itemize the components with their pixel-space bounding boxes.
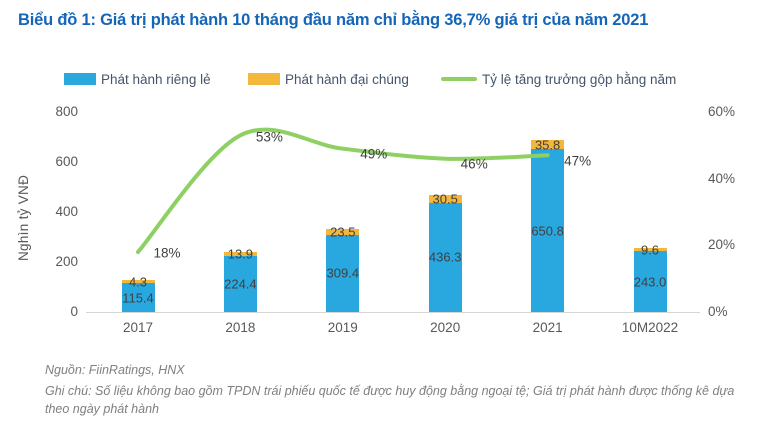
data-label-private-2018: 224.4 bbox=[224, 276, 257, 292]
y-axis-tick-left-800: 800 bbox=[55, 104, 78, 119]
legend-swatch-public-offering bbox=[248, 73, 280, 85]
y-axis-tick-right-0%: 0% bbox=[708, 304, 728, 319]
footer-note: Ghi chú: Số liệu không bao gồm TPDN trái… bbox=[45, 384, 735, 417]
data-label-public-2019: 23.5 bbox=[330, 224, 356, 240]
growth-label-2017: 18% bbox=[153, 245, 181, 261]
y-axis-tick-left-200: 200 bbox=[55, 254, 78, 269]
x-axis-label-10M2022: 10M2022 bbox=[621, 320, 679, 335]
x-axis-label-2021: 2021 bbox=[532, 320, 563, 335]
data-label-private-2017: 115.4 bbox=[122, 290, 154, 306]
legend-swatch-private-placement bbox=[64, 73, 96, 85]
y-axis-tick-left-0: 0 bbox=[70, 304, 78, 319]
growth-label-2021: 47% bbox=[564, 153, 592, 169]
growth-label-2019: 49% bbox=[360, 146, 388, 162]
legend-item-growth-rate: Tỷ lệ tăng trưởng gộp hằng năm bbox=[441, 70, 676, 88]
y-axis-tick-right-40%: 40% bbox=[708, 170, 736, 186]
y-axis-tick-left-600: 600 bbox=[55, 154, 78, 169]
y-axis-tick-right-20%: 20% bbox=[708, 237, 736, 253]
data-label-public-2021: 35.8 bbox=[534, 137, 561, 153]
legend-label-private-placement: Phát hành riêng lẻ bbox=[101, 71, 211, 87]
bar-private-10M2022 bbox=[633, 251, 667, 312]
x-axis-label-2018: 2018 bbox=[225, 320, 256, 335]
growth-label-2020: 46% bbox=[460, 156, 488, 172]
bar-public-10M2022 bbox=[633, 248, 667, 252]
chart-title: Biểu đồ 1: Giá trị phát hành 10 tháng đầ… bbox=[18, 11, 649, 29]
x-axis-line bbox=[86, 312, 700, 313]
bar-private-2018 bbox=[223, 255, 257, 312]
legend-label-public-offering: Phát hành đại chúng bbox=[285, 71, 409, 87]
data-label-public-10M2022: 9.6 bbox=[640, 242, 660, 258]
bar-private-2017 bbox=[121, 283, 155, 312]
x-axis-label-2019: 2019 bbox=[327, 320, 358, 335]
y-axis-tick-left-400: 400 bbox=[55, 204, 78, 219]
data-label-public-2020: 30.5 bbox=[432, 191, 458, 207]
bar-public-2018 bbox=[223, 252, 257, 256]
bar-public-2017 bbox=[121, 280, 155, 284]
data-label-public-2017: 4.3 bbox=[128, 274, 148, 290]
legend-item-public-offering: Phát hành đại chúng bbox=[248, 70, 409, 88]
x-axis-label-2017: 2017 bbox=[122, 320, 154, 335]
legend-item-private-placement: Phát hành riêng lẻ bbox=[64, 70, 211, 88]
growth-label-2018: 53% bbox=[255, 129, 283, 145]
legend-swatch-growth-line bbox=[441, 77, 477, 81]
data-label-private-2019: 309.4 bbox=[326, 265, 360, 281]
data-label-private-10M2022: 243.0 bbox=[633, 274, 667, 290]
data-label-public-2018: 13.9 bbox=[227, 246, 254, 262]
legend-label-growth-rate: Tỷ lệ tăng trưởng gộp hằng năm bbox=[482, 71, 677, 87]
footer-source: Nguồn: FiinRatings, HNX bbox=[45, 363, 185, 377]
x-axis-label-2020: 2020 bbox=[430, 320, 461, 335]
y-axis-tick-right-60%: 60% bbox=[708, 104, 736, 119]
data-label-private-2020: 436.3 bbox=[428, 249, 462, 265]
data-label-private-2021: 650.8 bbox=[531, 223, 564, 239]
